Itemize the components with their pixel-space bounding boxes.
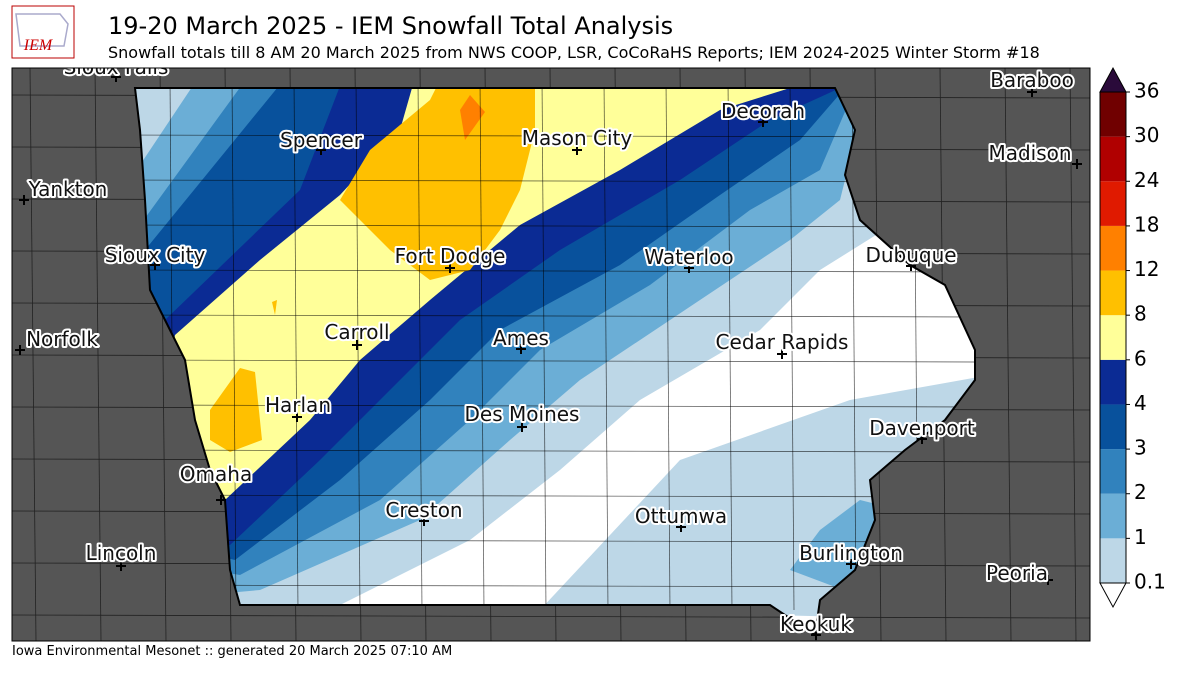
county-line [94, 68, 102, 641]
city-label: Dubuque [865, 243, 956, 267]
city-label: Yankton [28, 177, 108, 201]
colorbar-band [1100, 270, 1126, 316]
map-frame [11, 67, 1091, 642]
city-label: Sioux City [105, 243, 206, 267]
city-label: Peoria [986, 561, 1048, 585]
colorbar-tick-label: 30 [1134, 123, 1159, 147]
colorbar-band [1100, 92, 1126, 137]
footer: Iowa Environmental Mesonet :: generated … [12, 644, 452, 659]
county-line [727, 88, 733, 611]
snow-band [460, 95, 485, 140]
colorbar-band [1100, 136, 1126, 182]
county-line [665, 88, 671, 611]
snow-band [340, 88, 535, 280]
city-label: Carroll [324, 320, 389, 344]
city-label: Keokuk [780, 612, 852, 636]
logo: IEM [11, 5, 75, 59]
colorbar-band [1100, 225, 1126, 271]
colorbar-tick-label: 6 [1134, 346, 1147, 370]
county-line [135, 224, 975, 228]
snow-band [150, 88, 905, 545]
colorbar-tick-label: 1 [1134, 525, 1147, 549]
county-line [135, 539, 975, 543]
snow-band [272, 300, 277, 315]
city-label: Creston [385, 498, 462, 522]
city-label: Decorah [721, 99, 805, 123]
colorbar-tick-label: 4 [1134, 391, 1147, 415]
city-label: Des Moines [465, 402, 580, 426]
colorbar-band [1100, 315, 1126, 360]
colorbar-tick-label: 3 [1134, 436, 1147, 460]
county-line [135, 494, 975, 498]
city-label: Norfolk [26, 327, 98, 351]
county-line [135, 269, 975, 273]
city-label: Davenport [869, 416, 975, 440]
colorbar-band [1100, 359, 1126, 405]
county-line [12, 614, 1090, 619]
county-line [293, 88, 299, 611]
county-line [135, 449, 975, 453]
colorbar-tick-label: 18 [1134, 212, 1159, 236]
subtitle: Snowfall totals till 8 AM 20 March 2025 … [108, 43, 1040, 62]
colorbar-tick-label: 8 [1134, 302, 1147, 326]
colorbar-band [1100, 181, 1126, 226]
colorbar-tick-label: 36 [1134, 79, 1159, 103]
county-line [135, 134, 975, 138]
city-label: Omaha [180, 462, 252, 486]
colorbar-band [1100, 493, 1126, 539]
colorbar-tick-label: 2 [1134, 480, 1147, 504]
city-label: Ames [493, 326, 549, 350]
county-lines [135, 88, 975, 611]
colorbar-frame [1099, 91, 1127, 584]
county-line [541, 88, 547, 611]
city-label: Harlan [265, 393, 331, 417]
county-line [603, 88, 609, 611]
colorbar-over [1099, 66, 1127, 93]
county-line [1069, 68, 1077, 641]
logo-text: IEM [23, 37, 54, 54]
county-line [479, 88, 485, 611]
city-label: Baraboo [990, 68, 1074, 92]
county-line [231, 88, 237, 611]
county-line [135, 404, 975, 408]
city-label: Fort Dodge [395, 244, 506, 268]
colorbar-tick-label: 24 [1134, 168, 1159, 192]
snow-band [150, 88, 790, 500]
colorbar-band [1100, 404, 1126, 450]
city-markers [15, 72, 1082, 640]
city-label: Burlington [799, 541, 903, 565]
title: 19-20 March 2025 - IEM Snowfall Total An… [108, 12, 673, 40]
city-label: Madison [988, 141, 1071, 165]
county-line [135, 179, 975, 183]
city-label: Sioux Falls [64, 55, 169, 79]
county-line [1004, 68, 1012, 641]
city-label: Spencer [280, 128, 363, 152]
city-label: Lincoln [86, 541, 157, 565]
city-label: Mason City [522, 126, 633, 150]
colorbar-under [1099, 582, 1127, 609]
colorbar-tick-label: 0.1 [1134, 570, 1166, 594]
city-labels: Sioux Falls Baraboo Spencer Mason City D… [15, 55, 1082, 640]
city-label: Ottumwa [635, 504, 727, 528]
city-label: Waterloo [644, 245, 733, 269]
colorbar-band [1100, 449, 1126, 494]
snow-band [210, 368, 262, 452]
colorbar-band [1100, 538, 1126, 583]
county-line [789, 88, 795, 611]
colorbar-tick-label: 12 [1134, 257, 1159, 281]
map: Sioux Falls Baraboo Spencer Mason City D… [12, 55, 1090, 641]
city-label: Cedar Rapids [716, 330, 849, 354]
county-line [135, 359, 975, 363]
county-line [29, 68, 37, 641]
county-line [135, 314, 975, 318]
